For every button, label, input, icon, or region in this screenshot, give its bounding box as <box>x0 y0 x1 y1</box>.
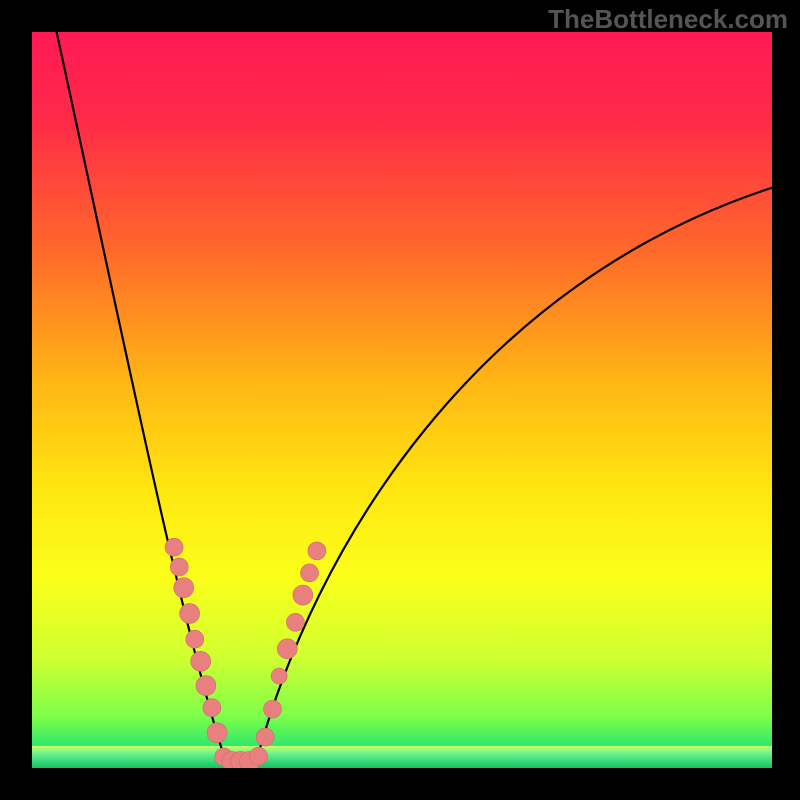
data-marker <box>271 668 287 684</box>
data-marker <box>180 603 200 623</box>
data-marker <box>277 639 297 659</box>
data-marker <box>196 676 216 696</box>
data-marker <box>207 723 227 743</box>
data-marker <box>286 613 304 631</box>
data-marker <box>308 542 326 560</box>
data-marker <box>256 728 274 746</box>
data-marker <box>264 700 282 718</box>
data-marker <box>170 558 188 576</box>
data-marker <box>293 585 313 605</box>
data-marker <box>249 747 267 765</box>
data-marker <box>301 564 319 582</box>
plot-svg <box>32 32 772 768</box>
data-marker <box>191 651 211 671</box>
data-marker <box>165 538 183 556</box>
plot-area <box>32 32 772 768</box>
data-marker <box>186 630 204 648</box>
watermark-label: TheBottleneck.com <box>548 4 788 35</box>
data-marker <box>174 578 194 598</box>
gradient-background <box>32 32 772 768</box>
data-marker <box>203 699 221 717</box>
bottom-band <box>32 746 772 768</box>
chart-frame: TheBottleneck.com <box>0 0 800 800</box>
